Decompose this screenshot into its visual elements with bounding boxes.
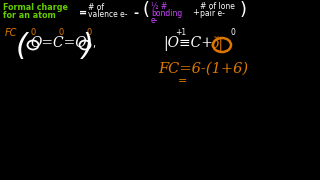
Text: for an atom: for an atom [3, 11, 56, 20]
Text: O=C=O: O=C=O [30, 36, 87, 50]
Text: bonding: bonding [151, 9, 182, 18]
Text: 0: 0 [86, 28, 92, 37]
Text: e-: e- [151, 16, 158, 25]
Text: FC=6-(1+6): FC=6-(1+6) [158, 62, 248, 76]
Text: =: = [178, 76, 188, 86]
Text: ½ #: ½ # [151, 2, 167, 11]
Text: 0: 0 [58, 28, 64, 37]
Text: +: + [192, 8, 199, 17]
Text: 0: 0 [30, 28, 36, 37]
Text: 0: 0 [231, 28, 236, 37]
Text: # of: # of [88, 3, 104, 12]
Text: |O≡C+: |O≡C+ [163, 36, 213, 51]
Text: -: - [133, 7, 138, 20]
Text: # of lone: # of lone [200, 2, 235, 11]
Text: ): ) [240, 1, 247, 19]
Text: (: ( [16, 32, 28, 61]
Text: =: = [79, 8, 87, 18]
Text: pair e-: pair e- [200, 9, 225, 18]
Text: ,: , [92, 39, 95, 49]
Text: +1: +1 [175, 28, 186, 37]
Text: (: ( [143, 1, 150, 19]
Text: ŏ|: ŏ| [210, 36, 223, 52]
Text: ): ) [82, 32, 94, 61]
Text: Formal charge: Formal charge [3, 3, 68, 12]
Text: FC: FC [5, 28, 17, 38]
Text: valence e-: valence e- [88, 10, 127, 19]
